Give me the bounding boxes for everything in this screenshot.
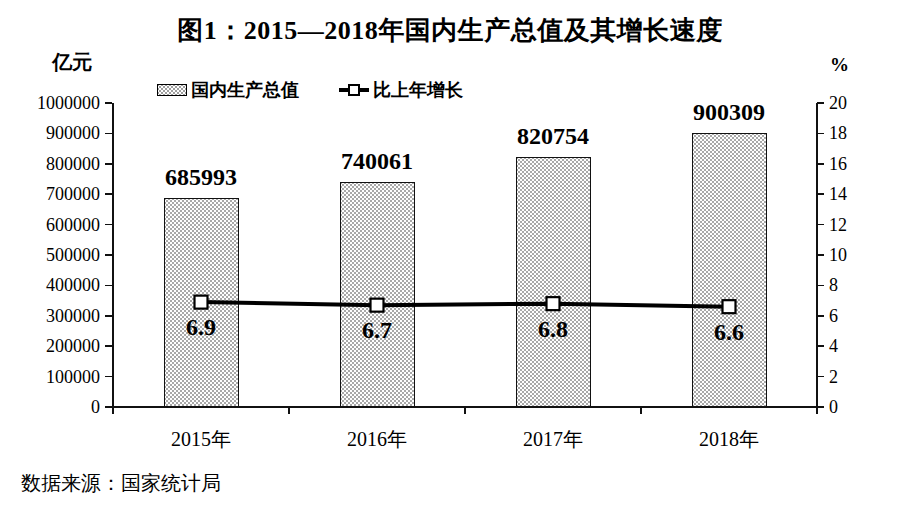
- right-axis-tick: [817, 102, 824, 104]
- chart-figure: 图1：2015—2018年国内生产总值及其增长速度 亿元 % 国内生产总值 比上…: [0, 0, 900, 518]
- right-axis-tick: [817, 406, 824, 408]
- right-axis-tick-label: 8: [829, 275, 889, 295]
- right-axis-tick-label: 4: [829, 336, 889, 356]
- growth-value-label: 6.9: [161, 314, 241, 340]
- gdp-value-label: 685993: [131, 164, 271, 190]
- left-axis-tick-label: 600000: [0, 215, 100, 235]
- left-axis-tick-label: 800000: [0, 154, 100, 174]
- right-axis-tick-label: 16: [829, 154, 889, 174]
- x-axis-tick: [640, 407, 642, 414]
- plot-area: 1000000900000800000700000600000500000400…: [0, 0, 900, 518]
- left-axis-tick: [105, 163, 112, 165]
- gdp-bar-2017年: [516, 157, 591, 407]
- left-axis-tick-label: 300000: [0, 306, 100, 326]
- left-axis-tick-label: 500000: [0, 245, 100, 265]
- growth-value-label: 6.8: [513, 316, 593, 342]
- growth-value-label: 6.6: [689, 319, 769, 345]
- x-axis-label: 2017年: [483, 428, 623, 450]
- left-axis-tick-label: 100000: [0, 367, 100, 387]
- gdp-value-label: 900309: [659, 99, 799, 125]
- left-axis-tick: [105, 193, 112, 195]
- source-note: 数据来源：国家统计局: [21, 470, 221, 497]
- left-axis-tick-label: 1000000: [0, 93, 100, 113]
- x-axis-tick: [816, 407, 818, 414]
- left-axis-tick: [105, 376, 112, 378]
- left-axis-tick-label: 900000: [0, 123, 100, 143]
- right-axis-tick-label: 18: [829, 123, 889, 143]
- x-axis-tick: [288, 407, 290, 414]
- x-axis-tick: [464, 407, 466, 414]
- left-axis-tick-label: 200000: [0, 336, 100, 356]
- right-axis-tick-label: 10: [829, 245, 889, 265]
- right-axis-tick-label: 0: [829, 397, 889, 417]
- right-axis-tick: [817, 163, 824, 165]
- right-axis-tick-label: 12: [829, 215, 889, 235]
- gdp-bar-2015年: [164, 198, 239, 407]
- x-axis-label: 2018年: [659, 428, 799, 450]
- x-axis-label: 2015年: [131, 428, 271, 450]
- gdp-bar-2016年: [340, 182, 415, 407]
- left-axis-line: [112, 103, 114, 407]
- x-axis-tick: [112, 407, 114, 414]
- right-axis-tick: [817, 224, 824, 226]
- right-axis-tick: [817, 345, 824, 347]
- left-axis-tick: [105, 315, 112, 317]
- right-axis-tick: [817, 285, 824, 287]
- right-axis-tick: [817, 254, 824, 256]
- right-axis-tick: [817, 193, 824, 195]
- right-axis-tick-label: 2: [829, 367, 889, 387]
- right-axis-tick-label: 20: [829, 93, 889, 113]
- gdp-value-label: 740061: [307, 148, 447, 174]
- growth-value-label: 6.7: [337, 317, 417, 343]
- left-axis-tick: [105, 102, 112, 104]
- left-axis-tick-label: 0: [0, 397, 100, 417]
- right-axis-tick-label: 14: [829, 184, 889, 204]
- left-axis-tick: [105, 254, 112, 256]
- gdp-bar-2018年: [692, 133, 767, 407]
- right-axis-tick: [817, 376, 824, 378]
- x-axis-label: 2016年: [307, 428, 447, 450]
- left-axis-tick-label: 400000: [0, 275, 100, 295]
- right-axis-tick-label: 6: [829, 306, 889, 326]
- left-axis-tick: [105, 406, 112, 408]
- left-axis-tick: [105, 345, 112, 347]
- right-axis-tick: [817, 315, 824, 317]
- left-axis-tick: [105, 285, 112, 287]
- gdp-value-label: 820754: [483, 123, 623, 149]
- left-axis-tick: [105, 133, 112, 135]
- left-axis-tick-label: 700000: [0, 184, 100, 204]
- right-axis-tick: [817, 133, 824, 135]
- left-axis-tick: [105, 224, 112, 226]
